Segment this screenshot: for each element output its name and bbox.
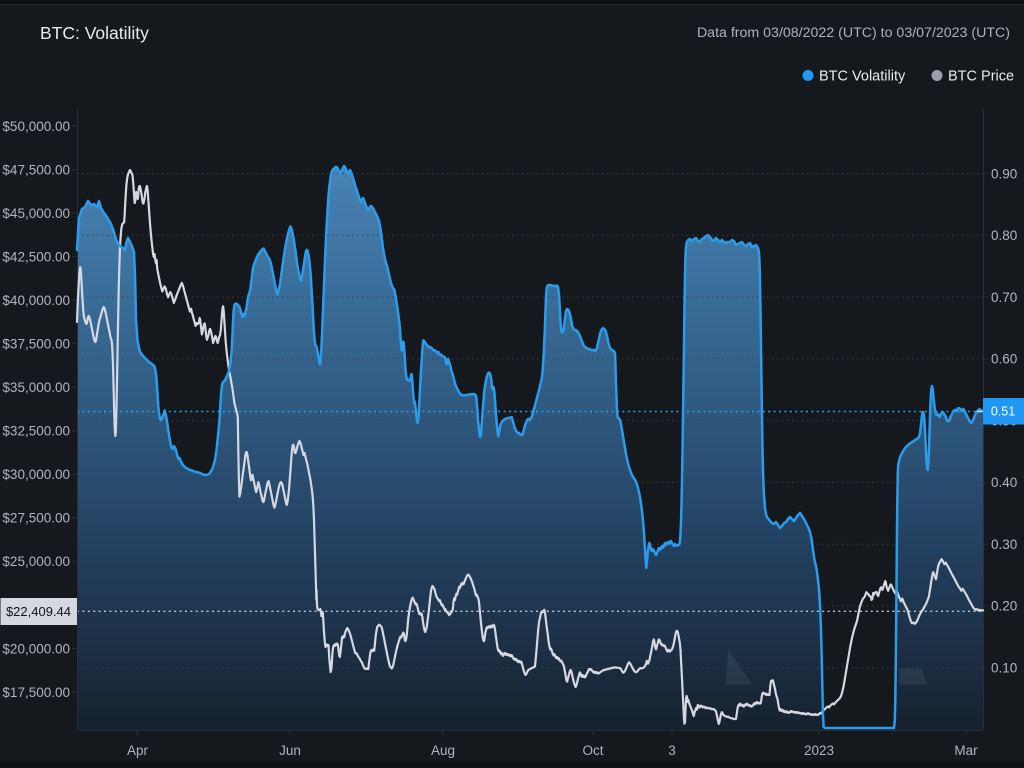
svg-text:2023: 2023 [804, 743, 834, 758]
svg-text:$30,000.00: $30,000.00 [2, 467, 70, 482]
svg-text:0.20: 0.20 [991, 599, 1017, 614]
svg-text:$35,000.00: $35,000.00 [2, 380, 70, 395]
svg-text:0.30: 0.30 [991, 537, 1017, 552]
svg-text:$32,500.00: $32,500.00 [2, 424, 70, 439]
svg-text:Apr: Apr [127, 743, 149, 758]
svg-text:$22,409.44: $22,409.44 [6, 604, 71, 619]
svg-text:0.51: 0.51 [991, 405, 1015, 419]
svg-text:$37,500.00: $37,500.00 [2, 337, 70, 352]
svg-text:0.60: 0.60 [991, 352, 1017, 367]
svg-text:$47,500.00: $47,500.00 [2, 162, 70, 177]
svg-text:0.90: 0.90 [991, 166, 1017, 181]
svg-text:Oct: Oct [582, 743, 603, 758]
svg-text:3: 3 [668, 743, 676, 758]
svg-text:0.40: 0.40 [991, 475, 1017, 490]
svg-text:0.80: 0.80 [991, 228, 1017, 243]
svg-text:$50,000.00: $50,000.00 [2, 119, 70, 134]
svg-text:Mar: Mar [954, 743, 978, 758]
svg-text:$42,500.00: $42,500.00 [2, 250, 70, 265]
svg-text:Jun: Jun [279, 743, 301, 758]
svg-text:BTC Price: BTC Price [948, 69, 1014, 85]
svg-text:Data from 03/08/2022 (UTC) to: Data from 03/08/2022 (UTC) to 03/07/2023… [697, 25, 1010, 41]
svg-text:Aug: Aug [431, 743, 455, 758]
svg-text:BTC Volatility: BTC Volatility [819, 69, 906, 85]
svg-text:$25,000.00: $25,000.00 [2, 554, 70, 569]
svg-text:$17,500.00: $17,500.00 [2, 685, 70, 700]
svg-text:$40,000.00: $40,000.00 [2, 293, 70, 308]
svg-text:$45,000.00: $45,000.00 [2, 206, 70, 221]
svg-text:0.70: 0.70 [991, 290, 1017, 305]
svg-text:BTC: Volatility: BTC: Volatility [40, 23, 149, 43]
svg-text:$27,500.00: $27,500.00 [2, 511, 70, 526]
svg-text:0.10: 0.10 [991, 661, 1017, 676]
svg-text:$20,000.00: $20,000.00 [2, 641, 70, 656]
